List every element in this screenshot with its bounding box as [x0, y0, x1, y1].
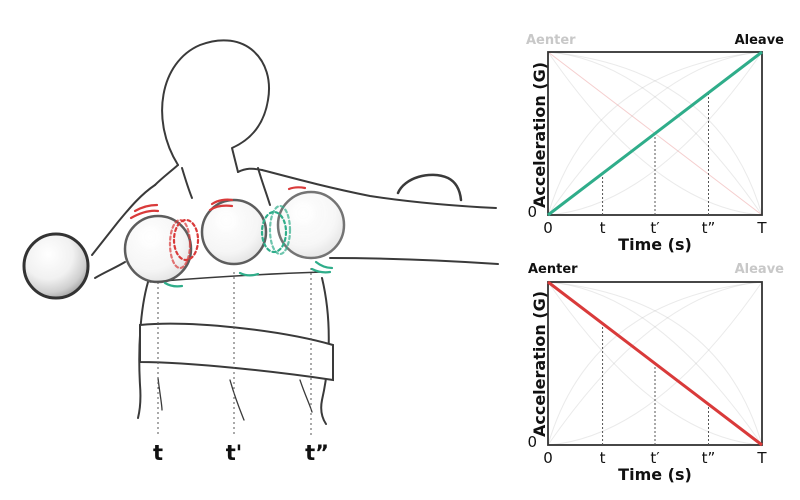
green-vibration-marks [163, 204, 334, 288]
chart-top: Aenter Aleave Acceleration (G) Time (s) … [526, 33, 784, 254]
left-arm-outline [91, 184, 156, 256]
ball-position-t-double-prime [276, 190, 346, 260]
chart-bottom: Aenter Aleave Acceleration (G) Time (s) … [527, 262, 784, 484]
corner-label-right: Aleave [735, 33, 785, 48]
corner-label-left: Aenter [528, 262, 578, 277]
x-tick-label: T [756, 449, 767, 467]
x-axis-label: Time (s) [618, 465, 692, 484]
vest-inner-mid [229, 379, 245, 421]
x-tick-labels: 0 t t′ t” T [543, 219, 767, 237]
x-tick-label: 0 [543, 449, 553, 467]
torso-left [137, 281, 149, 419]
illustration-label-t: t [153, 441, 163, 465]
corner-label-right: Aleave [735, 262, 785, 277]
torso-right [320, 277, 330, 425]
background-curve [547, 281, 763, 446]
tick-guides [602, 92, 709, 215]
y-tick-label-0: 0 [527, 433, 537, 451]
time-guides [157, 268, 312, 435]
x-tick-label: t′ [650, 219, 660, 237]
series-line [547, 280, 763, 447]
ball-position-t-prime [200, 198, 268, 266]
red-vibration-marks [129, 186, 307, 270]
illustration-label-t-prime: t' [226, 441, 242, 465]
vest-inner-left [157, 377, 163, 411]
background-curve [547, 51, 763, 216]
x-tick-label: t [600, 219, 606, 237]
right-arm-bottom [329, 257, 499, 265]
background-curve [547, 281, 763, 446]
background-curve [547, 51, 763, 216]
right-arm-top [261, 169, 497, 209]
background-curve [547, 281, 763, 446]
belt [139, 322, 334, 382]
x-tick-label: t” [702, 449, 716, 467]
balls [22, 190, 346, 300]
background-curves [547, 51, 763, 216]
y-axis-label: Acceleration (G) [530, 291, 549, 437]
x-tick-label: t [600, 449, 606, 467]
vest-inner-right [299, 379, 313, 413]
back-ball-outline [396, 173, 463, 202]
x-tick-label: t′ [650, 449, 660, 467]
y-tick-label-0: 0 [527, 203, 537, 221]
left-arm-lower [94, 261, 126, 279]
x-tick-label: T [756, 219, 767, 237]
head-outline [161, 39, 270, 173]
vest-strap-right [257, 167, 271, 206]
x-tick-labels: 0 t t′ t” T [543, 449, 767, 467]
ball-position-t [123, 214, 193, 284]
tick-guides [602, 323, 709, 445]
background-curve [547, 51, 763, 216]
x-tick-label: 0 [543, 219, 553, 237]
corner-label-left: Aenter [526, 33, 576, 48]
x-axis-label: Time (s) [618, 235, 692, 254]
series-line [547, 50, 763, 217]
ball-start [22, 232, 90, 300]
background-curve [547, 51, 763, 216]
y-axis-label: Acceleration (G) [530, 62, 549, 208]
x-tick-label: t” [702, 219, 716, 237]
vest-strap-left [181, 167, 193, 199]
collar-outline [154, 164, 263, 186]
illustration-label-t-double-prime: t” [305, 441, 329, 465]
background-curve [547, 281, 763, 446]
